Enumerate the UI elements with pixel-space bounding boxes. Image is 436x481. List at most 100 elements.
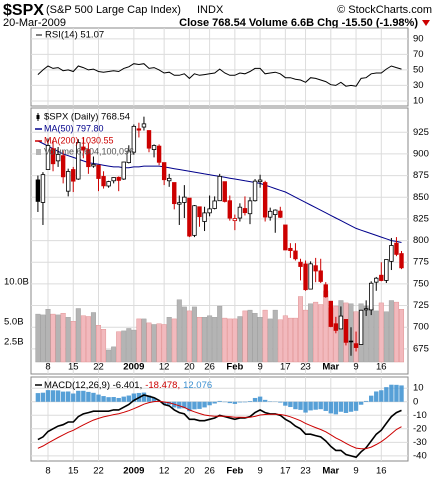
volume-bar xyxy=(191,306,197,363)
histogram-bar xyxy=(237,401,243,403)
volume-bar xyxy=(186,310,192,363)
volume-bar xyxy=(75,308,81,363)
date: 20-Mar-2009 xyxy=(3,17,66,29)
candle-body xyxy=(353,343,359,348)
histogram-bar xyxy=(333,401,339,415)
y-tick-label: 10 xyxy=(413,383,424,394)
volume-bar xyxy=(242,310,248,363)
histogram-bar xyxy=(283,401,288,406)
candle-body xyxy=(136,128,142,131)
candle-body xyxy=(257,179,263,183)
candle-body xyxy=(76,142,81,180)
x-tick-label: 17 xyxy=(280,466,291,477)
candle-body xyxy=(363,308,369,311)
legend-label: MACD(12,26,9) -6.401, xyxy=(44,380,142,391)
candle-body xyxy=(146,130,152,149)
candle-body xyxy=(227,200,232,219)
histogram-bar xyxy=(278,401,283,403)
volume-bar xyxy=(247,309,253,363)
histogram-bar xyxy=(50,390,56,402)
volume-bar xyxy=(207,315,213,363)
y-tick-label: 30 xyxy=(413,80,424,91)
candle-body xyxy=(273,209,278,215)
candle-body xyxy=(71,169,76,182)
volume-bar xyxy=(70,321,76,363)
x-tick-label: 9 xyxy=(257,466,262,477)
histogram-bar xyxy=(71,393,76,402)
histogram-bar xyxy=(86,391,91,402)
histogram-bar xyxy=(288,401,293,408)
legend-label: -18.478, xyxy=(145,380,180,391)
histogram-bar xyxy=(35,393,41,402)
candle-body xyxy=(338,315,344,330)
index-name: (S&P 500 Large Cap Index) xyxy=(46,4,181,16)
x-tick-label: 15 xyxy=(68,466,79,477)
y-tick-label: 0 xyxy=(413,396,418,407)
candle-body xyxy=(232,218,238,222)
histogram-bar xyxy=(60,391,66,402)
histogram-bar xyxy=(111,397,116,402)
y-tick-label: 10.0B xyxy=(4,277,29,288)
histogram-bar xyxy=(313,401,318,410)
volume-bar xyxy=(131,329,137,363)
volume-bar xyxy=(65,317,71,363)
histogram-bar xyxy=(343,401,349,413)
x-tick-label: Mar xyxy=(322,362,339,373)
candle-body xyxy=(121,161,126,180)
candle-body xyxy=(288,247,293,252)
x-tick-label: 9 xyxy=(353,466,358,477)
volume-bar xyxy=(40,314,46,363)
histogram-bar xyxy=(101,396,106,402)
candle-body xyxy=(151,145,157,150)
volume-bar xyxy=(323,290,329,363)
candle-body xyxy=(96,164,101,179)
candle-body xyxy=(298,261,303,267)
legend-icon xyxy=(36,115,40,119)
exchange: INDX xyxy=(197,4,224,16)
histogram-bar xyxy=(96,394,101,402)
y-tick-label: 90 xyxy=(413,33,424,44)
histogram-bar xyxy=(363,400,369,402)
x-tick-label: 16 xyxy=(376,466,387,477)
volume-bar xyxy=(136,318,142,363)
candle-body xyxy=(35,179,41,202)
candle-body xyxy=(399,253,404,269)
legend-label: RSI(14) 51.07 xyxy=(45,30,104,41)
volume-bar xyxy=(85,316,91,363)
volume-bar xyxy=(166,317,172,363)
volume-bar xyxy=(141,318,147,363)
volume-bar xyxy=(151,324,157,363)
x-tick-label: 2009 xyxy=(123,466,144,477)
legend-label: MA(200) 1030.55 xyxy=(44,135,114,145)
histogram-bar xyxy=(121,396,126,402)
histogram-bar xyxy=(212,401,217,404)
volume-bar xyxy=(176,299,182,363)
histogram-bar xyxy=(141,392,147,402)
y-tick-label: 725 xyxy=(413,300,429,311)
volume-bar xyxy=(156,323,162,363)
candle-body xyxy=(101,176,106,187)
volume-bar xyxy=(161,324,167,363)
x-tick-label: 17 xyxy=(280,362,291,373)
histogram-bar xyxy=(328,401,333,414)
candle-body xyxy=(55,154,61,162)
y-tick-label: 900 xyxy=(413,148,429,159)
volume-bar xyxy=(378,302,384,363)
source: © StockCharts.com xyxy=(337,4,432,16)
histogram-bar xyxy=(76,390,81,402)
summary: Close 768.54 Volume 6.6B Chg -15.50 (-1.… xyxy=(179,17,418,29)
histogram-bar xyxy=(369,395,374,402)
histogram-bar xyxy=(182,401,187,409)
panel xyxy=(30,376,409,462)
y-tick-label: -30 xyxy=(413,437,427,448)
histogram-bar xyxy=(131,393,137,402)
histogram-bar xyxy=(293,401,298,410)
x-tick-label: 8 xyxy=(45,466,50,477)
candle-body xyxy=(131,125,137,153)
candle-body xyxy=(81,146,86,151)
x-tick-label: Mar xyxy=(322,466,339,477)
volume-bar xyxy=(399,309,405,363)
y-tick-label: 5.0B xyxy=(4,317,24,328)
volume-bar xyxy=(232,318,238,363)
